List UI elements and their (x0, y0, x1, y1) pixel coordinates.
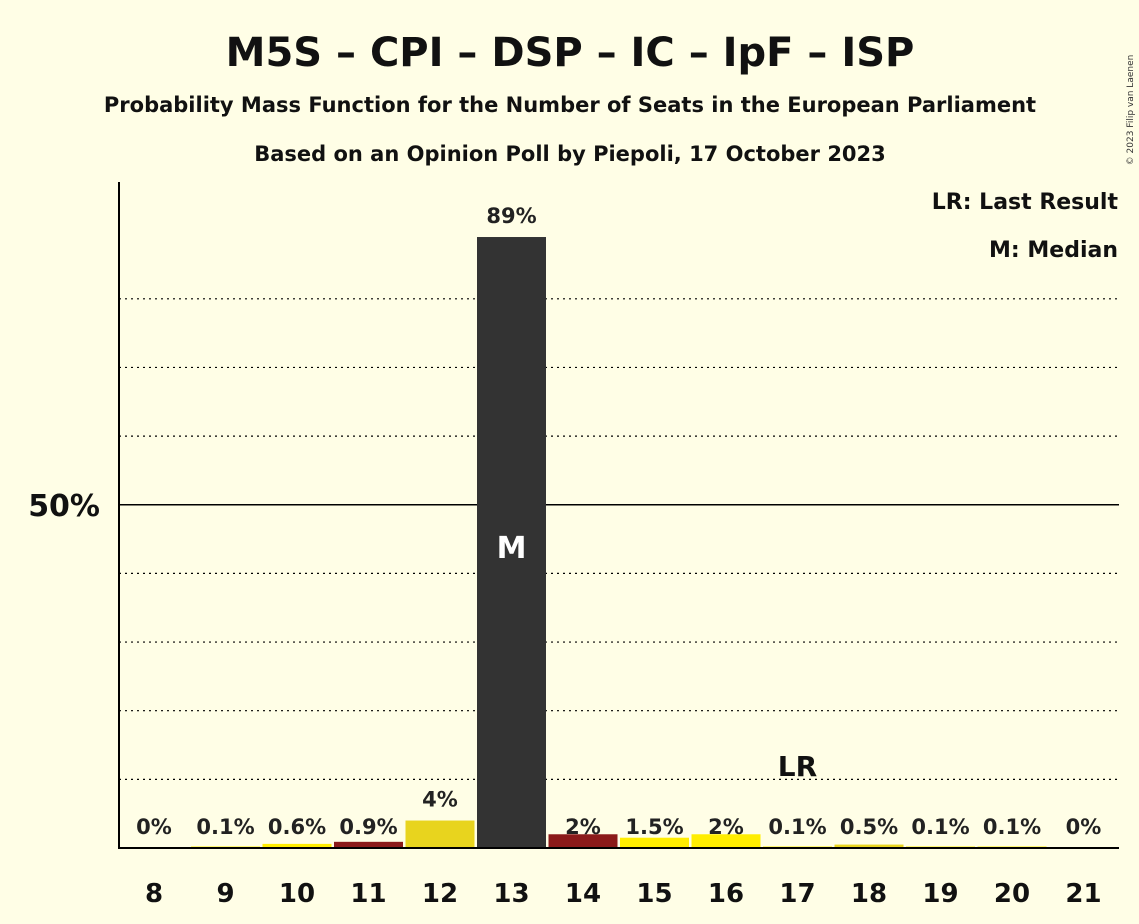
data-labels: 0% 0.1% 0.6% 0.9% 4% 89% 2% 1.5% 2% 0.1% 0.5% 0.1% 0… (136, 204, 1101, 839)
copyright-text: © 2023 Filip van Laenen (1126, 55, 1136, 166)
bar (334, 841, 403, 848)
legend-last-result: LR: Last Result (932, 190, 1119, 215)
data-label: 4% (422, 788, 458, 812)
chart-subtitle: Probability Mass Function for the Number… (104, 93, 1036, 117)
data-label: 2% (565, 815, 601, 839)
data-label: 0.1% (911, 815, 969, 839)
x-tick-label: 17 (779, 879, 815, 909)
x-tick-label: 16 (708, 879, 744, 909)
y-tick-labels: 50% (28, 489, 100, 524)
x-tick-label: 9 (216, 879, 234, 909)
data-label: 0.9% (339, 815, 397, 839)
bar (691, 834, 761, 848)
bar (262, 843, 332, 848)
gridlines (119, 298, 1119, 780)
bar (620, 837, 689, 848)
bar (834, 844, 904, 848)
data-label: 2% (708, 815, 744, 839)
chart-title: M5S – CPI – DSP – IC – IpF – ISP (226, 30, 915, 76)
data-label: 0.6% (268, 815, 326, 839)
bars (191, 237, 1047, 848)
data-label: 0.5% (840, 815, 898, 839)
x-tick-label: 18 (851, 879, 887, 909)
x-tick-label: 10 (279, 879, 315, 909)
bar (548, 834, 618, 848)
data-label: 0% (1066, 815, 1102, 839)
data-label: 0% (136, 815, 172, 839)
chart-subtitle-source: Based on an Opinion Poll by Piepoli, 17 … (254, 142, 886, 166)
bar (405, 820, 475, 848)
median-marker: M (497, 531, 527, 566)
x-tick-labels: 8 9 10 11 12 13 14 15 16 17 18 19 20 21 (145, 879, 1102, 909)
x-tick-label: 20 (994, 879, 1030, 909)
data-label: 0.1% (768, 815, 826, 839)
x-tick-label: 14 (565, 879, 601, 909)
data-label: 1.5% (625, 815, 683, 839)
x-tick-label: 15 (636, 879, 672, 909)
data-label: 0.1% (983, 815, 1041, 839)
y-tick-label: 50% (28, 489, 100, 524)
x-tick-label: 21 (1065, 879, 1101, 909)
data-label: 89% (486, 204, 536, 228)
x-tick-label: 13 (493, 879, 529, 909)
data-label: 0.1% (196, 815, 254, 839)
bar (477, 237, 546, 848)
last-result-marker: LR (778, 750, 817, 783)
x-tick-label: 11 (350, 879, 386, 909)
legend-median: M: Median (989, 238, 1118, 263)
x-tick-label: 19 (922, 879, 958, 909)
x-tick-label: 12 (422, 879, 458, 909)
x-tick-label: 8 (145, 879, 163, 909)
